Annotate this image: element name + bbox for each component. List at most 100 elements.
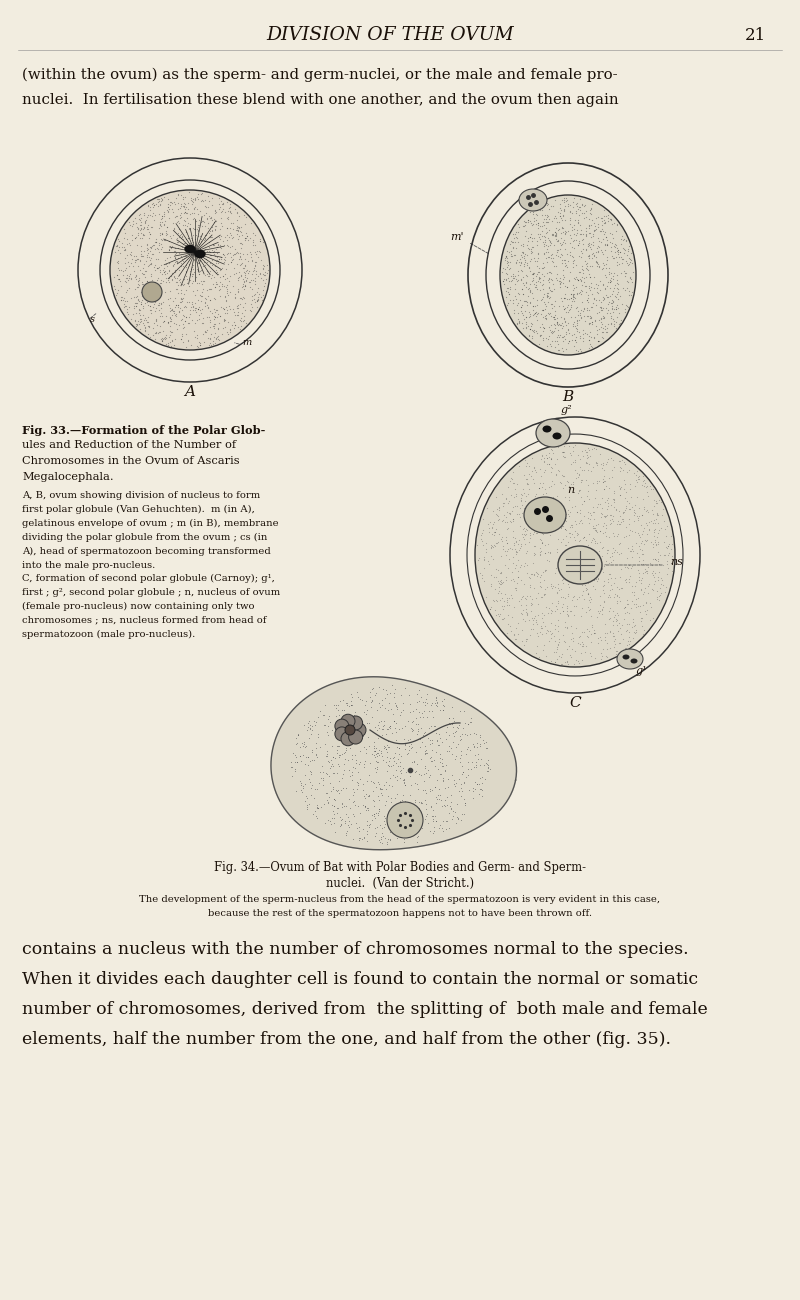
Point [563, 543, 576, 564]
Point [562, 540, 575, 560]
Point [153, 233, 166, 254]
Point [664, 552, 677, 573]
Point [114, 270, 126, 291]
Point [328, 789, 341, 810]
Point [546, 251, 559, 272]
Point [210, 307, 223, 328]
Point [203, 242, 216, 263]
Point [516, 283, 529, 304]
Point [630, 572, 642, 593]
Point [534, 586, 547, 607]
Point [231, 304, 244, 325]
Point [535, 586, 548, 607]
Point [618, 469, 630, 490]
Point [498, 504, 510, 525]
Point [470, 774, 483, 794]
Point [509, 528, 522, 549]
Point [330, 762, 343, 783]
Point [235, 234, 248, 255]
Point [530, 306, 542, 326]
Point [551, 448, 564, 469]
Point [645, 532, 658, 552]
Point [153, 299, 166, 320]
Point [237, 311, 250, 332]
Point [587, 517, 600, 538]
Point [604, 504, 617, 525]
Point [130, 315, 142, 335]
Point [300, 788, 313, 809]
Point [153, 321, 166, 342]
Point [542, 620, 554, 641]
Point [423, 718, 436, 738]
Point [547, 207, 560, 228]
Point [519, 276, 532, 296]
Point [151, 188, 164, 209]
Point [567, 230, 580, 251]
Point [185, 190, 198, 211]
Point [214, 190, 227, 211]
Point [572, 538, 585, 559]
Point [618, 488, 631, 508]
Point [176, 317, 189, 338]
Point [232, 220, 245, 240]
Point [501, 295, 514, 316]
Point [118, 294, 130, 315]
Point [241, 243, 254, 264]
Point [245, 250, 258, 270]
Point [563, 233, 576, 254]
Point [188, 234, 201, 255]
Point [198, 255, 211, 276]
Point [208, 212, 221, 233]
Point [566, 252, 579, 273]
Point [471, 536, 484, 556]
Point [544, 230, 557, 251]
Point [610, 240, 623, 261]
Point [338, 711, 351, 732]
Point [503, 615, 516, 636]
Point [579, 546, 592, 567]
Point [512, 231, 525, 252]
Point [484, 573, 497, 594]
Point [374, 741, 387, 762]
Point [178, 296, 190, 317]
Circle shape [387, 802, 423, 838]
Point [544, 196, 557, 217]
Point [602, 601, 615, 621]
Point [606, 506, 619, 526]
Point [174, 291, 187, 312]
Point [212, 234, 225, 255]
Point [527, 320, 540, 341]
Point [471, 550, 484, 571]
Point [249, 268, 262, 289]
Point [382, 802, 395, 823]
Point [589, 220, 602, 240]
Point [378, 816, 390, 837]
Point [509, 532, 522, 552]
Point [546, 281, 558, 302]
Point [185, 296, 198, 317]
Point [619, 572, 632, 593]
Circle shape [335, 727, 349, 741]
Point [583, 321, 596, 342]
Point [482, 755, 494, 776]
Point [298, 754, 311, 775]
Point [304, 718, 317, 738]
Point [507, 238, 520, 259]
Point [208, 317, 221, 338]
Point [510, 541, 522, 562]
Point [573, 233, 586, 254]
Point [204, 290, 217, 311]
Point [583, 237, 596, 257]
Point [556, 644, 569, 664]
Point [363, 785, 376, 806]
Point [625, 281, 638, 302]
Point [503, 257, 516, 278]
Point [118, 295, 131, 316]
Point [646, 480, 659, 500]
Point [176, 237, 189, 257]
Ellipse shape [195, 251, 205, 257]
Point [621, 244, 634, 265]
Point [523, 202, 536, 222]
Point [348, 745, 361, 766]
Point [570, 542, 583, 563]
